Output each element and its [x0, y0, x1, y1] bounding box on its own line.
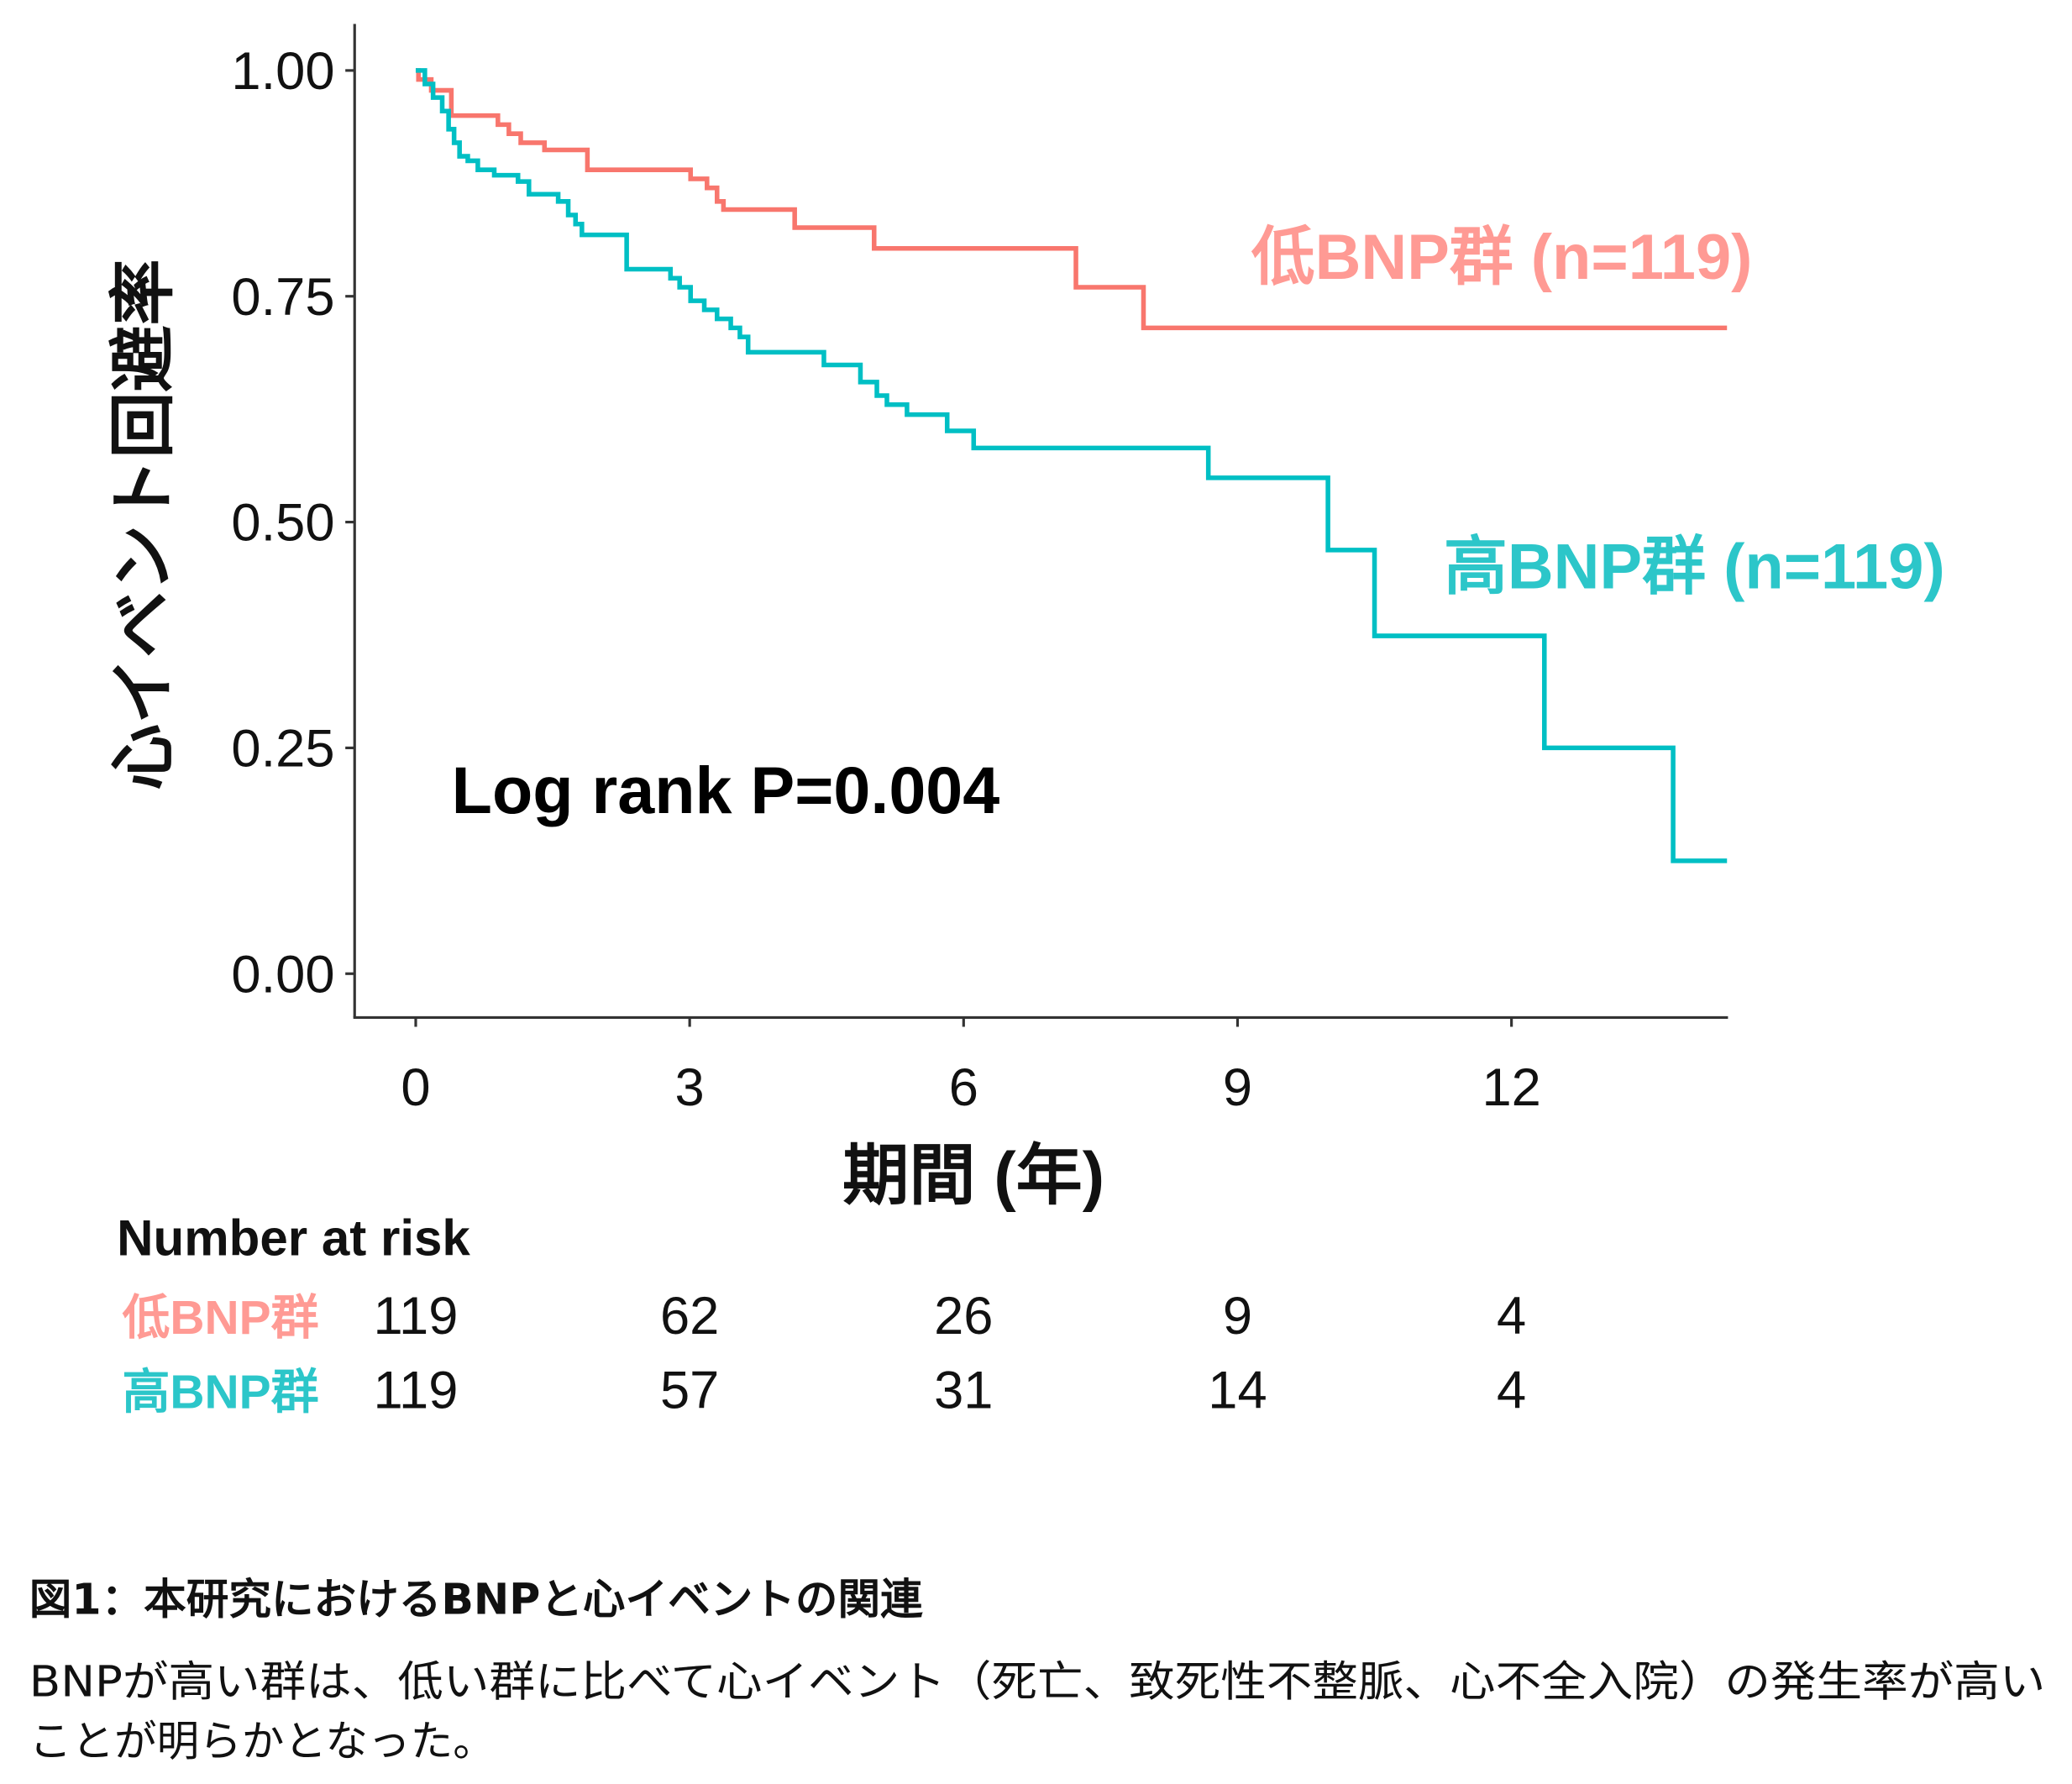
risk-value: 4 [1497, 1361, 1526, 1419]
x-tick-label: 9 [1223, 1058, 1252, 1117]
x-axis-label: 期間 (年) [842, 1138, 1104, 1213]
axes [353, 24, 1728, 1020]
y-tick-label: 0.00 [231, 945, 334, 1004]
y-tick-label: 0.25 [231, 720, 334, 779]
y-tick-label: 1.00 [231, 42, 334, 101]
risk-value: 26 [934, 1287, 993, 1346]
y-ticks: 0.00 0.25 0.50 0.75 1.00 [231, 42, 355, 1004]
caption-line-2: ことが明らかとなった。 [29, 1717, 496, 1766]
risk-table: 低BNP群 119 62 26 9 4 高BNP群 119 57 31 14 4 [122, 1287, 1526, 1420]
x-ticks: 0 3 6 9 12 [401, 1017, 1541, 1117]
x-tick-label: 0 [401, 1058, 430, 1117]
risk-value: 4 [1497, 1287, 1526, 1346]
caption-line-1: BNPが高い群は、低い群に比べて心イベント（死亡、致死性不整脈、心不全入院）の発… [29, 1657, 2046, 1707]
logrank-annotation: Log rank P=0.004 [452, 753, 1000, 827]
y-tick-label: 0.75 [231, 268, 334, 327]
risk-row-label: 低BNP群 [122, 1291, 318, 1345]
series-label-high-bnp: 高BNP群 (n=119) [1444, 532, 1945, 603]
risk-value: 9 [1223, 1287, 1252, 1346]
risk-value: 119 [374, 1361, 459, 1419]
caption-title: 図1：本研究におけるBNPと心イベントの関連 [29, 1574, 923, 1624]
risk-value: 62 [660, 1287, 719, 1346]
series-label-low-bnp: 低BNP群 (n=119) [1251, 222, 1753, 293]
x-tick-label: 12 [1482, 1058, 1540, 1117]
risk-value: 119 [374, 1287, 459, 1346]
y-tick-label: 0.50 [231, 494, 334, 553]
x-tick-label: 3 [675, 1058, 705, 1117]
survival-curves [415, 68, 1728, 863]
risk-value: 14 [1208, 1361, 1267, 1419]
x-tick-label: 6 [949, 1058, 978, 1117]
high-bnp-curve [415, 68, 1728, 863]
y-axis-label: 心イベント回避率 [106, 259, 181, 790]
risk-value: 31 [934, 1361, 993, 1419]
low-bnp-curve [415, 68, 1728, 331]
risk-value: 57 [660, 1361, 719, 1419]
risk-row-label: 高BNP群 [122, 1365, 318, 1419]
risk-table-title: Number at risk [117, 1210, 470, 1267]
